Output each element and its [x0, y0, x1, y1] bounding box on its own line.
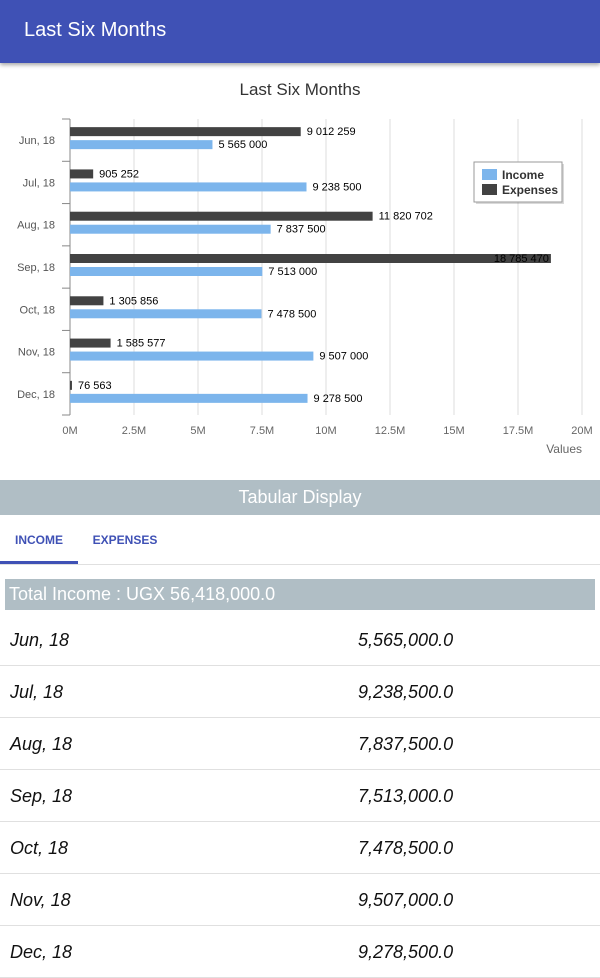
x-tick-label: 2.5M: [122, 425, 146, 437]
data-label: 9 278 500: [314, 393, 363, 405]
bar-expenses: [70, 296, 104, 306]
bar-income: [70, 393, 308, 403]
bar-expenses: [70, 127, 301, 137]
list-item[interactable]: Oct, 18 7,478,500.0: [0, 822, 600, 874]
bar-income: [70, 140, 213, 150]
list-item-month: Sep, 18: [10, 786, 73, 806]
bar-income: [70, 182, 307, 192]
data-label: 7 837 500: [277, 224, 326, 236]
bar-income: [70, 309, 262, 319]
data-label: 76 563: [78, 380, 112, 392]
data-label: 9 507 000: [319, 351, 368, 363]
x-tick-label: 10M: [315, 425, 336, 437]
x-tick-label: 5M: [190, 425, 205, 437]
data-label: 7 513 000: [268, 266, 317, 278]
list-item-month: Oct, 18: [10, 838, 69, 858]
data-label: 7 478 500: [267, 308, 316, 320]
data-label: 5 565 000: [218, 139, 267, 151]
list-item-month: Jul, 18: [10, 682, 64, 702]
x-tick-label: 20M: [571, 425, 592, 437]
total-income-banner: Total Income : UGX 56,418,000.0: [5, 579, 595, 610]
data-label: 11 820 702: [379, 211, 433, 223]
list-item-value: 5,565,000.0: [358, 630, 454, 650]
list-item-month: Jun, 18: [10, 630, 70, 650]
x-tick-label: 0M: [62, 425, 77, 437]
list-item-month: Nov, 18: [10, 890, 71, 910]
bar-expenses: [70, 254, 551, 263]
bar-expenses: [70, 169, 94, 179]
app-bar-title: Last Six Months: [24, 19, 167, 41]
tab-income[interactable]: INCOME: [0, 516, 78, 564]
list-item[interactable]: Jun, 18 5,565,000.0: [0, 614, 600, 666]
list-item-value: 7,513,000.0: [358, 786, 454, 806]
data-label: 9 012 259: [307, 126, 356, 138]
legend-label-income: Income: [502, 168, 544, 182]
data-label: 1 305 856: [109, 295, 158, 307]
x-tick-label: 7.5M: [250, 425, 274, 437]
list-item[interactable]: Aug, 18 7,837,500.0: [0, 718, 600, 770]
bar-expenses: [70, 338, 111, 348]
x-tick-label: 17.5M: [503, 425, 534, 437]
list-item-value: 7,837,500.0: [358, 734, 454, 754]
tab-bar: INCOME EXPENSES: [0, 516, 600, 565]
data-label: 18 785 470: [494, 253, 549, 265]
list-item-value: 9,278,500.0: [358, 942, 454, 962]
list-item-month: Aug, 18: [10, 734, 73, 754]
bar-income: [70, 351, 314, 361]
list-item-month: Dec, 18: [10, 942, 73, 962]
legend-box: [473, 161, 563, 203]
y-tick-label: Nov, 18: [18, 347, 55, 359]
y-tick-label: Jun, 18: [19, 135, 55, 147]
list-item[interactable]: Jul, 18 9,238,500.0: [0, 666, 600, 718]
data-label: 1 585 577: [117, 338, 166, 350]
legend-swatch-income: [482, 169, 497, 180]
legend-swatch-expenses: [482, 184, 497, 195]
bar-expenses: [70, 211, 373, 221]
bar-income: [70, 267, 263, 276]
y-tick-label: Dec, 18: [17, 389, 55, 401]
tab-expenses[interactable]: EXPENSES: [92, 533, 158, 547]
y-tick-label: Aug, 18: [17, 220, 55, 232]
bar-chart: Last Six Months 0M 2.5M 5M 7.5M 10M 12.5M 15M 17…: [17, 80, 593, 456]
tabular-display-header: Tabular Display: [0, 480, 600, 515]
list-item[interactable]: Dec, 18 9,278,500.0: [0, 926, 600, 978]
x-tick-label: 15M: [443, 425, 464, 437]
data-label: 9 238 500: [313, 181, 362, 193]
bar-expenses: [70, 380, 72, 390]
data-label: 905 252: [99, 168, 139, 180]
chart-container: Last Six Months 0M 2.5M 5M 7.5M 10M 12.5M 15M 17…: [0, 63, 600, 473]
list-item-value: 7,478,500.0: [358, 838, 454, 858]
list-item-value: 9,238,500.0: [358, 682, 454, 702]
y-tick-label: Oct, 18: [20, 304, 55, 316]
y-tick-label: Sep, 18: [17, 262, 55, 274]
x-tick-label: 12.5M: [375, 425, 406, 437]
income-list: Jun, 18 5,565,000.0 Jul, 18 9,238,500.0 Au…: [0, 614, 600, 978]
x-axis-label: Values: [546, 442, 582, 456]
list-item[interactable]: Sep, 18 7,513,000.0: [0, 770, 600, 822]
bar-income: [70, 224, 271, 234]
list-item-value: 9,507,000.0: [358, 890, 454, 910]
legend-label-expenses: Expenses: [502, 183, 558, 197]
y-tick-label: Jul, 18: [23, 177, 55, 189]
list-item[interactable]: Nov, 18 9,507,000.0: [0, 874, 600, 926]
chart-title: Last Six Months: [240, 80, 361, 99]
app-bar: Last Six Months: [0, 0, 600, 63]
